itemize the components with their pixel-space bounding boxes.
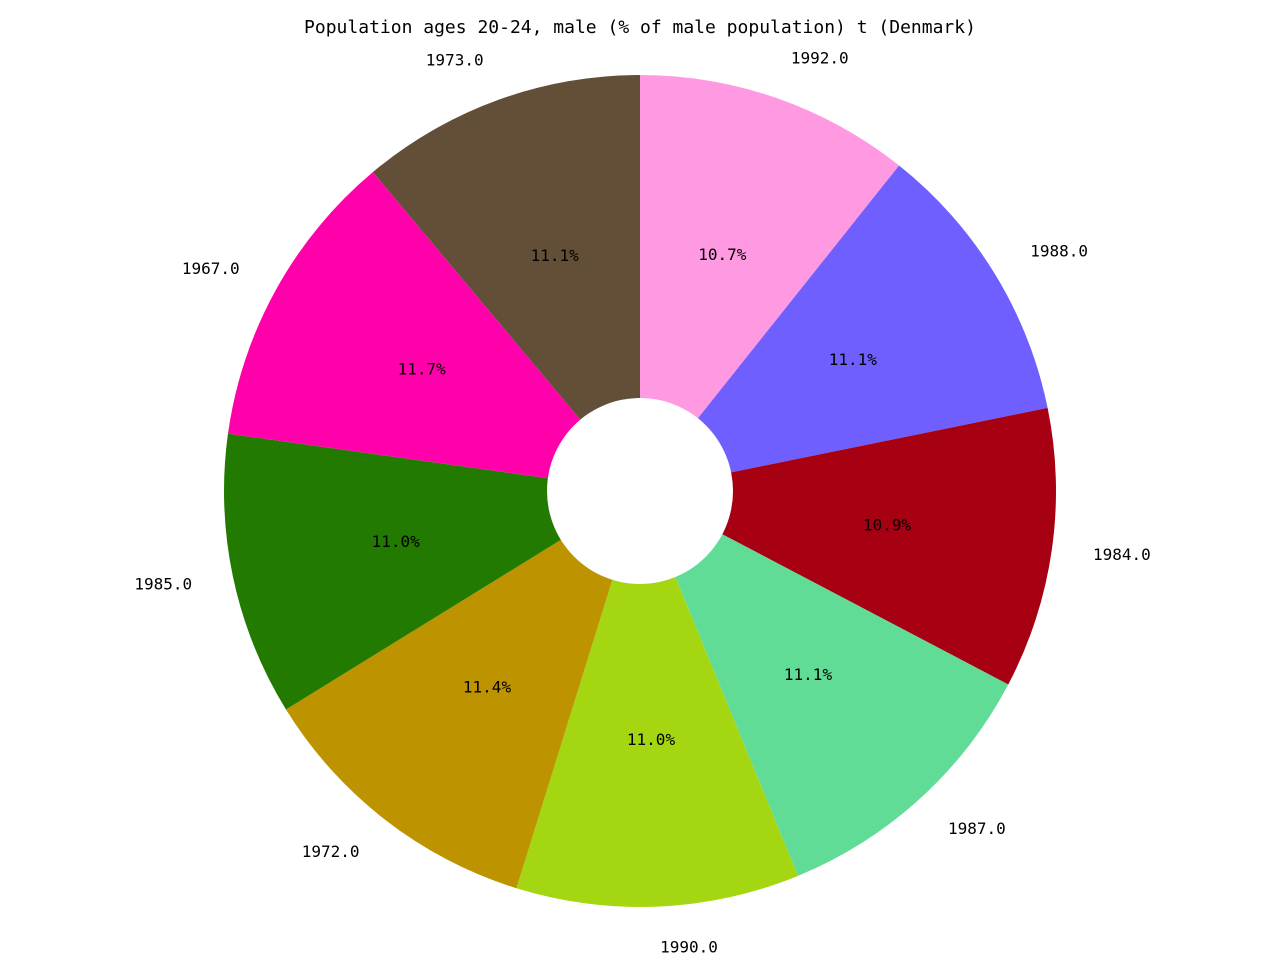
slice-percent-1984-0: 10.9% <box>863 516 912 535</box>
donut-hole <box>547 398 733 584</box>
slice-label-1972-0: 1972.0 <box>302 842 360 861</box>
slice-label-1973-0: 1973.0 <box>426 50 484 69</box>
slice-label-1985-0: 1985.0 <box>134 575 192 594</box>
slice-percent-1985-0: 11.0% <box>372 532 421 551</box>
slice-label-1992-0: 1992.0 <box>791 49 849 68</box>
slice-label-1988-0: 1988.0 <box>1030 241 1088 260</box>
slice-label-1987-0: 1987.0 <box>948 819 1006 838</box>
slice-percent-1967-0: 11.7% <box>398 360 447 379</box>
slice-percent-1992-0: 10.7% <box>698 245 747 264</box>
slice-percent-1987-0: 11.1% <box>784 665 833 684</box>
slice-percent-1990-0: 11.0% <box>627 730 676 749</box>
slice-label-1984-0: 1984.0 <box>1093 545 1151 564</box>
slice-percent-1972-0: 11.4% <box>463 678 512 697</box>
slice-percent-1973-0: 11.1% <box>531 246 580 265</box>
slice-label-1967-0: 1967.0 <box>182 259 240 278</box>
slice-percent-1988-0: 11.1% <box>829 350 878 369</box>
slices-group <box>224 75 1056 907</box>
chart-title: Population ages 20-24, male (% of male p… <box>304 17 976 38</box>
slice-label-1990-0: 1990.0 <box>660 938 718 957</box>
